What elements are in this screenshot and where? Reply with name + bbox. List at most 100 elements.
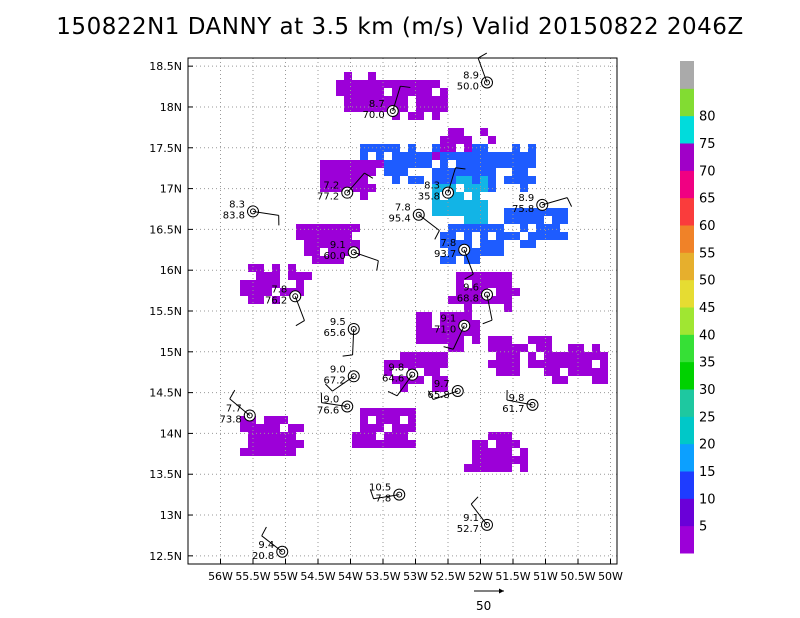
wind-swath-cell [344,160,352,168]
wind-swath-cell [440,88,448,96]
dropsonde-marker: 8.383.8 [223,199,280,226]
wind-swath-cell [440,240,448,248]
wind-swath-cell [256,280,264,288]
wind-swath-cell [256,296,264,304]
wind-swath-cell [472,280,480,288]
wind-swath-cell [248,264,256,272]
wind-swath-cell [472,224,480,232]
wind-swath-cell [568,360,576,368]
wind-swath-cell [408,112,416,120]
wind-swath-cell [496,272,504,280]
wind-swath-cell [512,360,520,368]
wind-swath-cell [448,248,456,256]
wind-swath-cell [336,88,344,96]
wind-swath-cell [448,224,456,232]
wind-swath-cell [504,432,512,440]
wind-swath-cell [504,456,512,464]
station-direction-label: 71.0 [434,325,456,336]
wind-swath-cell [360,80,368,88]
wind-swath-cell [352,176,360,184]
wind-swath-cell [512,168,520,176]
colorbar-swatch [680,307,694,335]
wind-swath-cell [424,360,432,368]
wind-swath-cell [504,152,512,160]
colorbar-label: 30 [699,383,716,398]
wind-swath-cell [480,296,488,304]
colorbar-swatch [680,279,694,308]
station-direction-label: 93.7 [434,249,456,260]
wind-swath-cell [480,200,488,208]
wind-swath-cell [520,464,528,472]
station-speed-label: 7.8 [395,203,411,214]
station-speed-label: 7.7 [226,403,242,414]
station-direction-label: 77.2 [317,192,339,203]
wind-swath-cell [248,432,256,440]
dropsonde-marker: 8.335.8 [418,167,466,203]
wind-swath-cell [472,328,480,336]
wind-swath-cell [312,256,320,264]
wind-swath-cell [472,176,480,184]
wind-swath-cell [272,264,280,272]
wind-swath-cell [320,256,328,264]
wind-swath-cell [464,224,472,232]
wind-swath-cell [424,96,432,104]
x-tick-label: 52W [468,570,493,583]
wind-swath-cell [464,160,472,168]
wind-swath-cell [480,240,488,248]
station-direction-label: 70.0 [362,110,384,121]
wind-swath-cell [496,152,504,160]
dropsonde-marker: 9.864.6 [382,363,419,397]
station-inner-circle [350,373,357,380]
wind-swath-cell [464,152,472,160]
wind-swath-cell [328,248,336,256]
wind-swath-cell [456,192,464,200]
wind-swath-cell [328,232,336,240]
x-tick-label: 51W [533,570,558,583]
wind-swath-cell [456,160,464,168]
dropsonde-marker: 9.420.8 [252,526,289,562]
wind-swath-cell [472,288,480,296]
wind-swath-cell [520,152,528,160]
wind-swath-cell [288,264,296,272]
wind-swath-cell [520,208,528,216]
wind-swath-cell [488,280,496,288]
station-direction-label: 95.4 [388,214,410,225]
wind-swath-cell [400,352,408,360]
station-speed-label: 9.0 [323,394,339,405]
wind-swath-cell [496,352,504,360]
wind-swath-cell [400,384,408,392]
wind-swath-cell [328,256,336,264]
colorbar-swatch [680,252,694,281]
wind-barb-shaft [353,251,379,262]
station-speed-label: 9.1 [463,513,479,524]
wind-swath-cell [416,176,424,184]
wind-swath-cell [464,464,472,472]
colorbar-swatch [680,143,694,171]
wind-swath-cell [464,216,472,224]
wind-swath-cell [352,240,360,248]
y-tick-label: 14N [160,427,182,440]
wind-swath-cell [288,440,296,448]
wind-swath-cell [488,160,496,168]
wind-swath-cell [400,360,408,368]
wind-swath-cell [544,232,552,240]
wind-swath-cell [384,440,392,448]
wind-barb-flag [477,52,488,59]
wind-swath-cell [456,152,464,160]
wind-swath-cell [368,424,376,432]
wind-swath-cell [264,280,272,288]
wind-swath-cell [344,176,352,184]
wind-swath-cell [456,280,464,288]
wind-swath-cell [408,424,416,432]
wind-swath-cell [416,104,424,112]
wind-swath-cell [504,208,512,216]
wind-swath-cell [528,160,536,168]
wind-swath-cell [256,432,264,440]
wind-swath-cell [376,96,384,104]
wind-swath-cell [416,152,424,160]
wind-barb-shaft [396,374,413,397]
wind-swath-cell [504,352,512,360]
wind-swath-cell [320,240,328,248]
wind-swath-cell [456,240,464,248]
station-inner-circle [454,387,461,394]
